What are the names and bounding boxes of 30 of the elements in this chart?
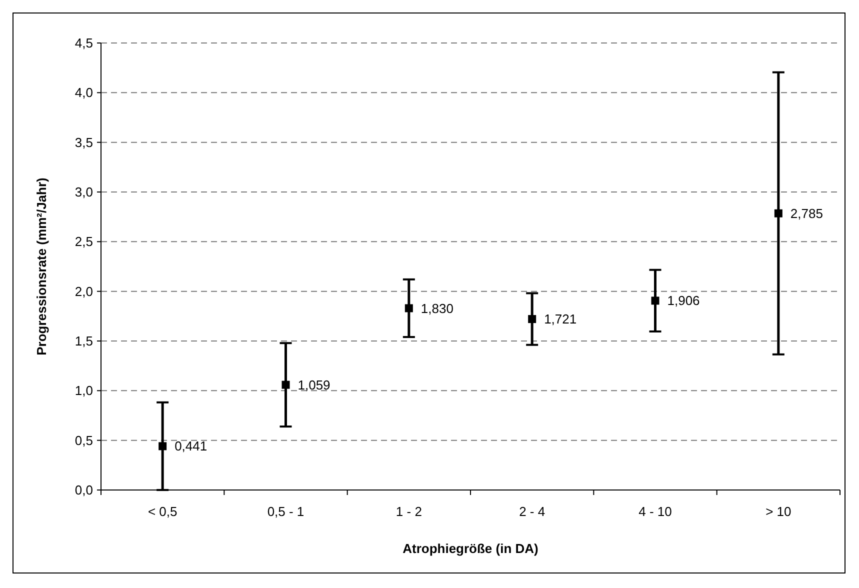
point <box>528 315 536 324</box>
data-label: 1,830 <box>420 300 454 316</box>
x-tick-label: > 10 <box>766 504 792 519</box>
point <box>651 296 660 305</box>
point <box>404 304 413 312</box>
y-tick-label: 0,0 <box>74 482 93 498</box>
data-label: 1,906 <box>667 293 700 308</box>
point <box>282 380 290 389</box>
point <box>158 442 167 450</box>
y-tick-label: 4,0 <box>74 85 93 100</box>
data-label: 1,059 <box>298 377 330 392</box>
x-tick-label: 2 - 4 <box>519 504 546 519</box>
y-tick-label: 4,5 <box>74 36 93 51</box>
y-axis-title: Progressionsrate (mm²/Jahr) <box>34 178 49 356</box>
x-axis-title: Atrophiegröße (in DA) <box>402 541 538 556</box>
y-tick-label: 2,0 <box>74 284 93 299</box>
y-tick-label: 2,5 <box>74 234 93 250</box>
y-tick-label: 1,0 <box>74 383 93 398</box>
x-tick-label: 1 - 2 <box>396 504 422 519</box>
y-tick-label: 0,5 <box>74 432 93 448</box>
data-label: 1,721 <box>544 312 577 327</box>
x-tick-label: 0,5 - 1 <box>267 504 304 519</box>
y-tick-label: 1,5 <box>74 334 93 349</box>
x-tick-label: 4 - 10 <box>638 504 672 519</box>
y-tick-label: 3,0 <box>74 184 93 200</box>
data-label: 0,441 <box>174 438 208 454</box>
point <box>774 209 782 218</box>
x-tick-label: < 0,5 <box>148 504 178 519</box>
y-tick-label: 3,5 <box>74 134 93 150</box>
data-label: 2,785 <box>790 206 823 221</box>
